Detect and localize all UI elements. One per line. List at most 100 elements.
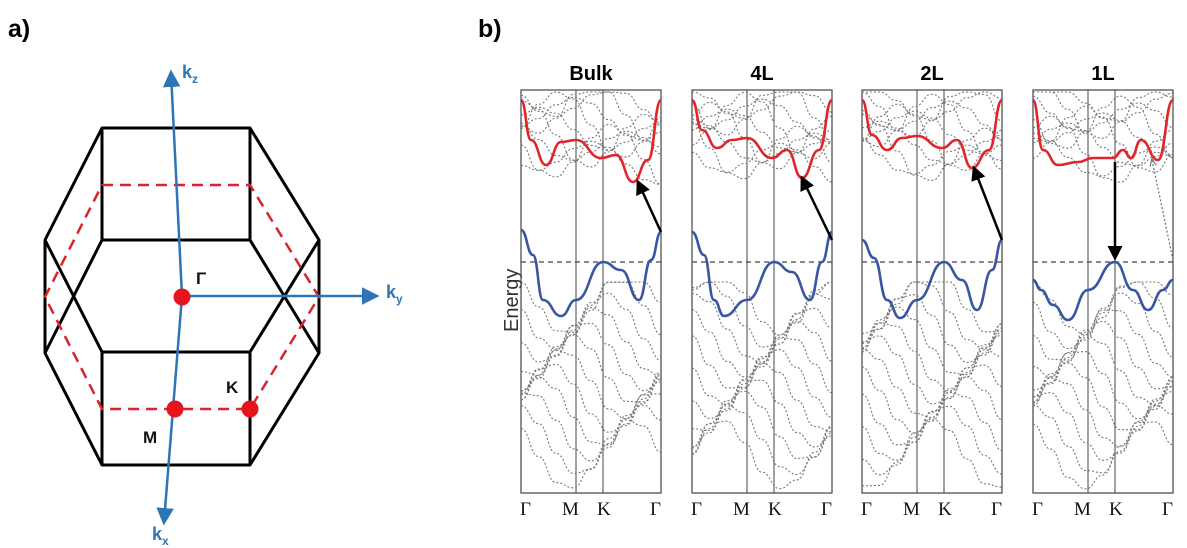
lower-band-dotted <box>691 320 833 389</box>
k-point-tick-label: K <box>1109 499 1123 520</box>
k-point-tick-label: K <box>597 499 611 520</box>
band-panel-title: 1L <box>1091 63 1114 85</box>
lower-band-dotted <box>861 391 1003 461</box>
k-point <box>241 400 259 418</box>
band-panel-2l: 2L Γ M K Γ <box>860 63 1004 520</box>
gamma-plane-dashed <box>43 183 321 411</box>
lower-band-dotted <box>1032 281 1174 336</box>
k-point-tick-label: Γ <box>650 499 661 520</box>
upper-band-dotted <box>520 106 662 151</box>
lower-band-dotted <box>691 349 833 419</box>
lower-band-dotted <box>520 419 662 489</box>
lower-band-dotted <box>691 390 833 460</box>
lower-band-dotted <box>520 363 662 433</box>
band-panel-frame <box>861 89 1003 494</box>
indirect-transition-arrow <box>1152 160 1174 261</box>
upper-band-dotted <box>1032 122 1174 167</box>
band-panel-4l: 4L Γ M K Γ <box>690 63 834 520</box>
lower-band-dotted <box>691 336 833 406</box>
upper-band-dotted <box>691 121 833 180</box>
k-point-tick-label: Γ <box>1032 499 1043 520</box>
panel-a-label: a) <box>8 15 30 43</box>
k-point-label: K <box>226 378 239 397</box>
band-gap-transition-arrow <box>971 165 1004 241</box>
valence-band <box>861 238 1004 320</box>
upper-band-dotted <box>862 91 1003 121</box>
band-panel-bulk: Bulk Γ M K Γ <box>519 63 663 520</box>
lower-band-dotted <box>691 420 833 490</box>
k-point-tick-label: Γ <box>821 499 832 520</box>
upper-band-dotted <box>1032 105 1174 173</box>
lower-band-dotted <box>520 307 662 377</box>
lower-band-dotted <box>520 281 662 333</box>
k-point-tick-label: Γ <box>1162 499 1173 520</box>
upper-band-dotted <box>691 91 833 160</box>
upper-band-dotted <box>520 96 662 141</box>
panel-b-label: b) <box>478 15 502 43</box>
valence-band <box>1032 260 1174 322</box>
lower-band-dotted <box>691 307 833 378</box>
mid-hexagon-dashed <box>43 183 321 411</box>
valence-band <box>691 230 834 318</box>
k-point-tick-label: K <box>768 499 782 520</box>
upper-band-dotted <box>861 113 1003 181</box>
lower-band-dotted <box>861 322 1003 392</box>
band-panel-1l: 1L Γ M K Γ <box>1031 63 1175 520</box>
panel-a: a) kz ky kx <box>8 15 403 548</box>
kz-label: kz <box>182 62 198 86</box>
lower-band-dotted <box>1032 421 1174 490</box>
upper-band-dotted <box>861 93 1003 161</box>
band-panel-frame <box>520 89 662 494</box>
k-point-tick-label: M <box>733 499 750 520</box>
lower-band-dotted <box>520 292 662 363</box>
lower-band-dotted <box>1032 281 1174 350</box>
upper-band-dotted <box>1032 95 1174 133</box>
energy-axis-label: Energy <box>501 269 523 332</box>
lower-band-dotted <box>1032 292 1174 361</box>
lower-band-dotted <box>861 348 1003 419</box>
upper-band-dotted <box>520 100 662 168</box>
band-panel-frame <box>1032 89 1174 494</box>
ky-label: ky <box>386 282 403 306</box>
kx-label: kx <box>152 524 169 548</box>
upper-band-dotted <box>861 91 1003 138</box>
conduction-band <box>519 98 663 184</box>
upper-band-dotted <box>1032 95 1174 159</box>
lower-band-dotted <box>520 334 662 403</box>
lower-band-dotted <box>861 281 1003 350</box>
upper-band-dotted <box>520 91 662 148</box>
lower-band-dotted <box>861 405 1003 476</box>
conduction-band <box>1031 98 1175 167</box>
gamma-point-label: Γ <box>196 269 206 288</box>
kz-axis <box>162 69 184 297</box>
gamma-point <box>173 288 191 306</box>
lower-band-dotted <box>1032 351 1174 420</box>
k-point-tick-label: Γ <box>991 499 1002 520</box>
m-point <box>166 400 184 418</box>
band-panel-frame <box>691 89 833 494</box>
upper-band-dotted <box>861 120 1003 165</box>
k-point-tick-label: Γ <box>520 499 531 520</box>
reciprocal-axes <box>156 69 380 526</box>
lower-band-dotted <box>1032 391 1174 461</box>
upper-band-dotted <box>861 110 1003 155</box>
k-point-tick-label: M <box>562 499 579 520</box>
upper-band-dotted <box>691 91 833 144</box>
lower-band-dotted <box>861 334 1003 405</box>
lower-band-dotted <box>520 349 662 420</box>
band-panel-title: 4L <box>750 63 773 85</box>
band-panel-title: 2L <box>920 63 943 85</box>
lower-band-dotted <box>861 364 1003 434</box>
upper-band-dotted <box>1032 112 1174 157</box>
lower-band-dotted <box>520 404 662 475</box>
m-point-label: M <box>143 428 157 447</box>
upper-band-dotted <box>861 100 1003 141</box>
lower-band-dotted <box>1032 320 1174 391</box>
lower-band-dotted <box>691 405 833 476</box>
band-gap-transition-arrow <box>800 175 834 241</box>
lower-band-dotted <box>691 379 833 448</box>
upper-band-dotted <box>861 103 1003 171</box>
lower-band-dotted <box>861 376 1003 446</box>
valence-band <box>520 228 662 318</box>
